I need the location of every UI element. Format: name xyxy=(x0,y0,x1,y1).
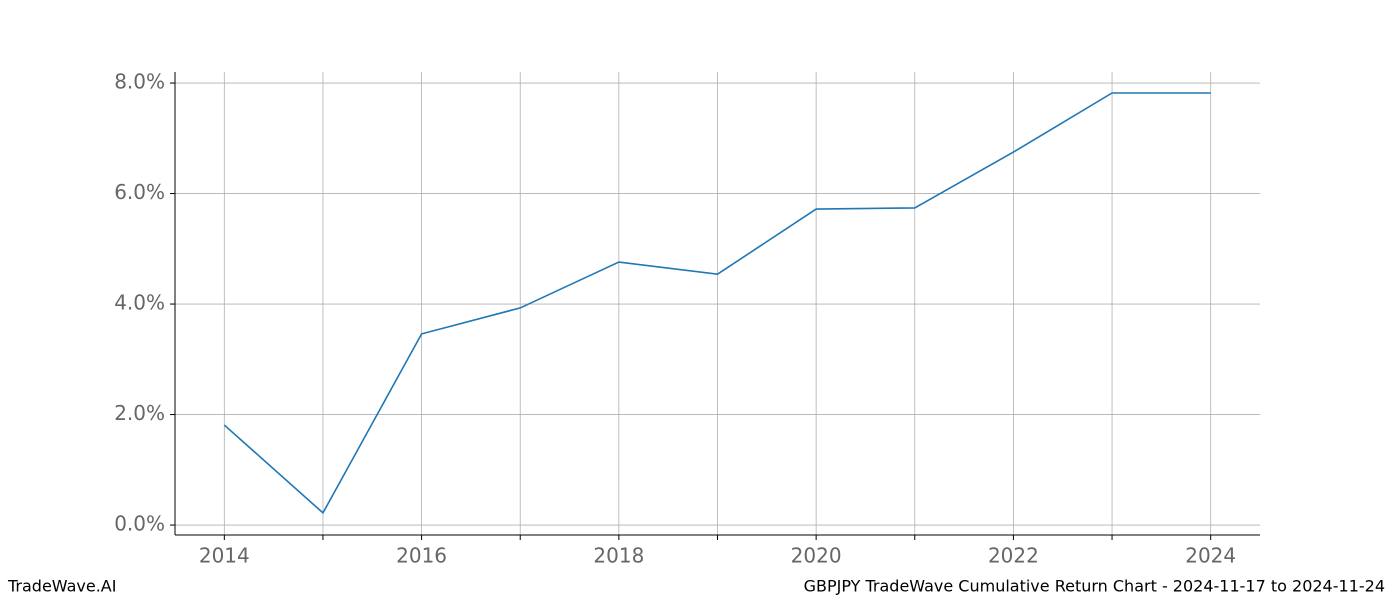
x-tick-label: 2020 xyxy=(791,544,842,568)
y-tick-label: 6.0% xyxy=(114,180,165,204)
footer-caption: GBPJPY TradeWave Cumulative Return Chart… xyxy=(804,577,1385,596)
x-tick-label: 2016 xyxy=(396,544,447,568)
x-tick-label: 2018 xyxy=(593,544,644,568)
x-tick-label: 2024 xyxy=(1185,544,1236,568)
footer-brand: TradeWave.AI xyxy=(7,577,116,596)
y-tick-label: 8.0% xyxy=(114,70,165,94)
x-tick-label: 2014 xyxy=(199,544,250,568)
y-tick-label: 0.0% xyxy=(114,512,165,536)
x-tick-label: 2022 xyxy=(988,544,1039,568)
y-tick-label: 2.0% xyxy=(114,401,165,425)
line-series xyxy=(223,92,1211,515)
y-tick-label: 4.0% xyxy=(114,291,165,315)
